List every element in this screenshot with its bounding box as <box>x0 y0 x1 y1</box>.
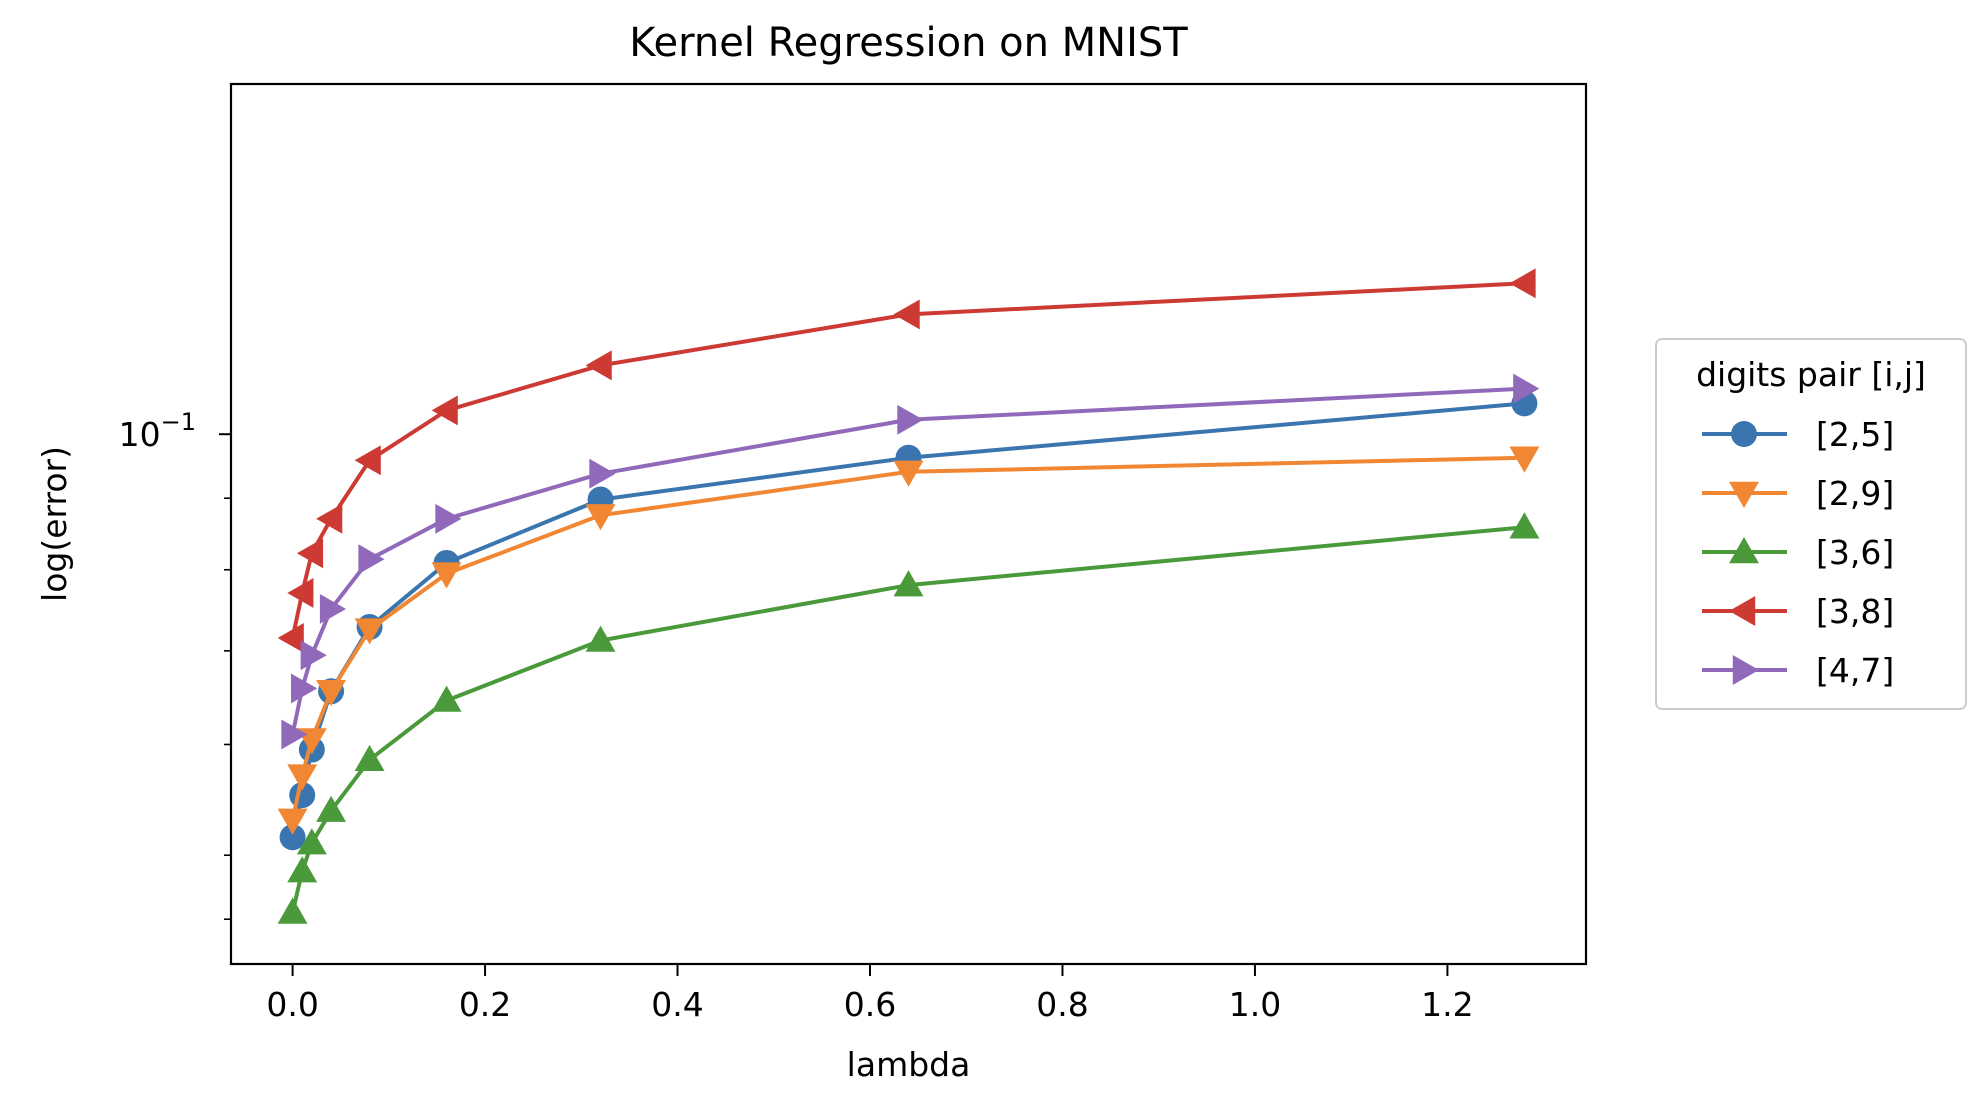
plot-frame <box>229 82 1588 966</box>
data-point <box>589 458 616 489</box>
x-tick-label: 0.0 <box>266 985 318 1024</box>
legend-item: [3,8] <box>1702 592 1894 631</box>
data-point <box>585 504 616 531</box>
data-point <box>319 593 347 624</box>
chart-title: Kernel Regression on MNIST <box>629 20 1188 66</box>
series-group <box>277 268 1540 924</box>
data-point <box>1509 446 1540 473</box>
data-point <box>281 719 308 750</box>
data-point <box>354 618 385 645</box>
legend-marker <box>1731 421 1757 447</box>
x-tick-label: 0.6 <box>844 985 896 1024</box>
x-tick-label: 0.8 <box>1036 985 1088 1024</box>
legend-label: [2,5] <box>1816 415 1894 454</box>
legend-label: [2,9] <box>1816 474 1894 513</box>
data-point <box>316 679 347 707</box>
data-point <box>893 460 924 487</box>
series-3 <box>277 512 1540 924</box>
data-point <box>287 578 314 608</box>
legend-label: [4,7] <box>1816 651 1894 690</box>
legend-item: [3,6] <box>1702 533 1894 572</box>
data-point <box>585 350 612 381</box>
data-point <box>435 503 462 534</box>
legend-title: digits pair [i,j] <box>1696 355 1926 394</box>
data-point <box>296 538 324 569</box>
series-1 <box>279 390 1538 851</box>
data-point <box>277 623 304 653</box>
x-tick-label: 1.2 <box>1421 985 1473 1024</box>
legend-marker <box>1729 537 1759 564</box>
data-point <box>279 824 306 851</box>
data-point <box>1509 268 1536 299</box>
series-4 <box>277 268 1536 653</box>
data-point <box>431 685 462 712</box>
data-point <box>316 795 347 822</box>
legend-box <box>1655 338 1967 710</box>
series-2 <box>277 446 1540 835</box>
legend: digits pair [i,j] [2,5] [2,9] [3,6] [3,8] [4,… <box>1655 338 1967 710</box>
data-point <box>300 640 327 671</box>
y-tick-label: 10−1 <box>119 408 196 454</box>
series-line <box>290 455 1525 821</box>
data-point <box>354 744 385 772</box>
data-point <box>277 897 308 924</box>
data-point <box>897 404 924 435</box>
x-tick-label: 1.0 <box>1229 985 1281 1024</box>
x-tick-label: 0.4 <box>651 985 703 1024</box>
data-point <box>431 562 462 589</box>
legend-item: [2,9] <box>1702 474 1894 513</box>
data-point <box>893 299 920 330</box>
data-point <box>287 764 318 791</box>
legend-label: [3,6] <box>1816 533 1894 572</box>
data-point <box>291 673 318 704</box>
legend-marker <box>1729 481 1759 508</box>
x-tick-label: 0.2 <box>459 985 511 1024</box>
data-point <box>431 395 458 426</box>
legend-item: [4,7] <box>1702 651 1894 690</box>
legend-item: [2,5] <box>1702 415 1894 454</box>
legend-marker <box>1729 596 1756 626</box>
y-axis-label: log(error) <box>35 446 74 602</box>
data-point <box>296 828 327 855</box>
data-point <box>585 625 616 652</box>
data-point <box>277 808 308 835</box>
data-point <box>1513 373 1540 404</box>
series-5 <box>281 373 1540 750</box>
data-point <box>893 570 924 597</box>
data-point <box>354 445 381 476</box>
legend-marker <box>1732 655 1759 685</box>
x-axis-label: lambda <box>847 1045 971 1084</box>
legend-label: [3,8] <box>1816 592 1894 631</box>
data-point <box>287 856 318 883</box>
data-point <box>1509 512 1540 539</box>
data-point <box>358 544 385 575</box>
data-point <box>316 503 343 534</box>
